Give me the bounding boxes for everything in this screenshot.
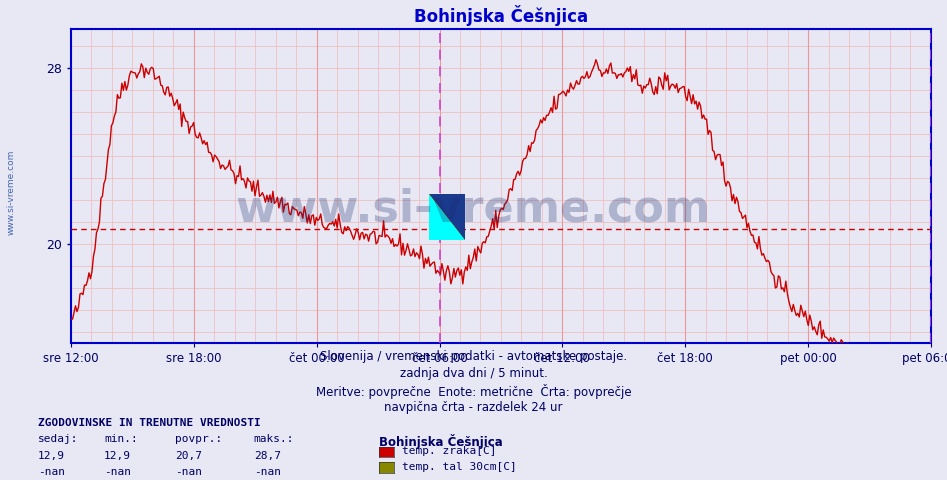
Text: maks.:: maks.: — [254, 434, 295, 444]
Text: -nan: -nan — [175, 467, 203, 477]
Text: Slovenija / vremenski podatki - avtomatske postaje.: Slovenija / vremenski podatki - avtomats… — [320, 350, 627, 363]
Text: 20,7: 20,7 — [175, 451, 203, 461]
Text: povpr.:: povpr.: — [175, 434, 223, 444]
Text: temp. zraka[C]: temp. zraka[C] — [402, 446, 496, 456]
Text: 12,9: 12,9 — [38, 451, 65, 461]
Text: 12,9: 12,9 — [104, 451, 132, 461]
Polygon shape — [429, 194, 465, 240]
Text: sedaj:: sedaj: — [38, 434, 79, 444]
Text: min.:: min.: — [104, 434, 138, 444]
Polygon shape — [429, 194, 465, 240]
Text: -nan: -nan — [104, 467, 132, 477]
Title: Bohinjska Češnjica: Bohinjska Češnjica — [414, 5, 588, 26]
Text: Meritve: povprečne  Enote: metrične  Črta: povprečje: Meritve: povprečne Enote: metrične Črta:… — [315, 384, 632, 399]
Text: zadnja dva dni / 5 minut.: zadnja dva dni / 5 minut. — [400, 367, 547, 380]
Text: -nan: -nan — [38, 467, 65, 477]
Text: navpična črta - razdelek 24 ur: navpična črta - razdelek 24 ur — [384, 401, 563, 414]
Text: temp. tal 30cm[C]: temp. tal 30cm[C] — [402, 462, 516, 471]
Text: -nan: -nan — [254, 467, 281, 477]
Text: www.si-vreme.com: www.si-vreme.com — [7, 149, 16, 235]
Text: Bohinjska Češnjica: Bohinjska Češnjica — [379, 434, 503, 449]
Text: www.si-vreme.com: www.si-vreme.com — [236, 187, 711, 230]
Text: 28,7: 28,7 — [254, 451, 281, 461]
Text: ZGODOVINSKE IN TRENUTNE VREDNOSTI: ZGODOVINSKE IN TRENUTNE VREDNOSTI — [38, 418, 260, 428]
